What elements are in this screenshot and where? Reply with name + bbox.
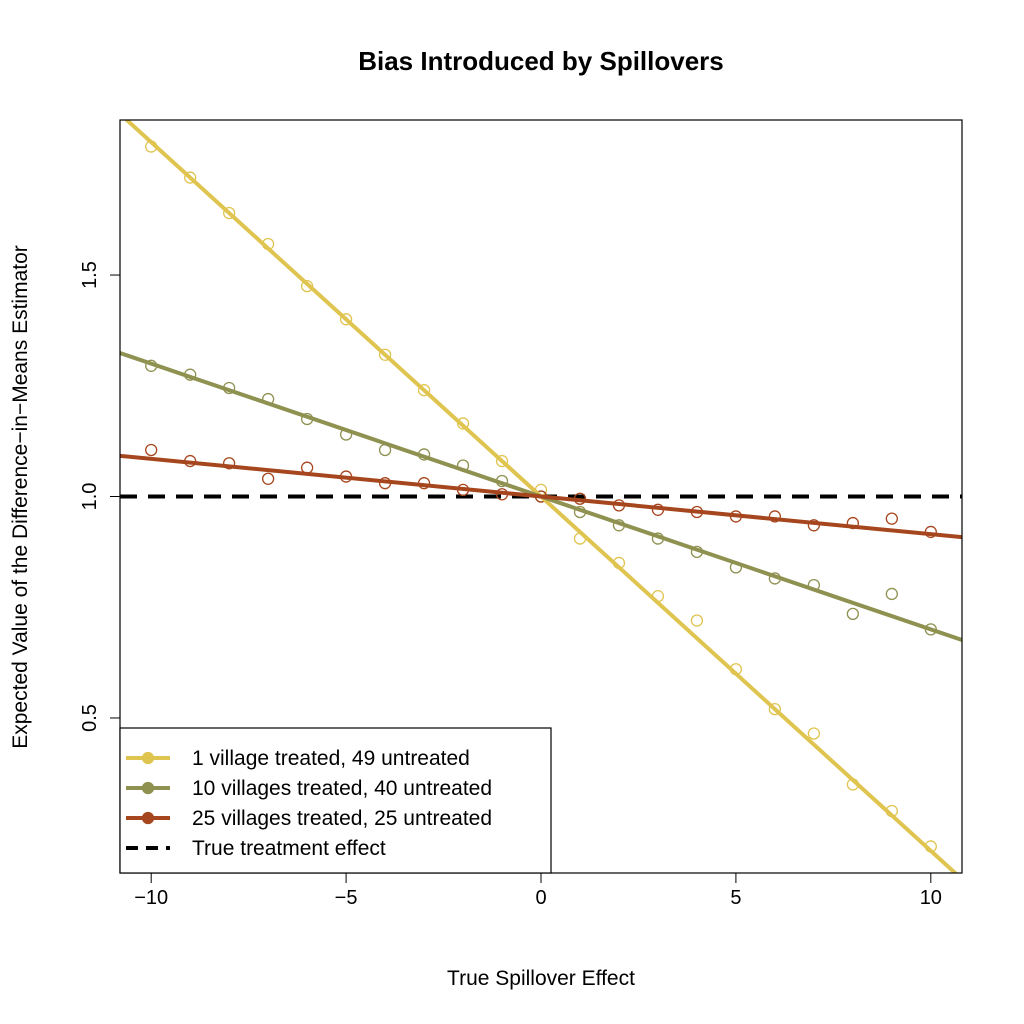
plot-marks [120,120,962,873]
data-point [184,171,197,184]
plot-area: −10 −5 0 5 10 0.5 1.0 1.5 [79,119,963,909]
data-point [768,510,782,523]
data-point [885,587,898,601]
legend-swatch-point [141,751,155,765]
x-tick-label: 10 [920,887,942,909]
data-point [885,512,898,525]
x-tick-label: 0 [535,887,546,909]
legend-swatch-point [141,781,155,795]
legend-box [119,727,552,874]
y-tick-label: 0.5 [79,704,101,732]
legend-label: 10 villages treated, 40 untreated [192,777,492,800]
data-point [417,384,431,397]
data-point [339,313,353,326]
legend-label: 25 villages treated, 25 untreated [192,807,492,830]
y-tick-label: 1.5 [79,261,101,289]
data-point [222,206,236,220]
y-tick-label: 1.0 [79,483,101,511]
data-point [846,607,860,621]
chart-title: Bias Introduced by Spillovers [358,46,724,76]
data-point [495,454,509,468]
data-point [261,472,275,485]
x-tick-label: 5 [730,887,741,909]
x-axis-label: True Spillover Effect [447,967,635,990]
data-point [378,348,392,361]
x-tick-label: −10 [134,887,168,909]
legend: 1 village treated, 49 untreated 10 villag… [119,727,552,874]
data-point [300,279,314,293]
data-point [768,702,782,716]
fit-line [120,453,962,540]
legend-swatch-point [141,811,155,825]
legend-label: True treatment effect [192,837,386,860]
data-point [690,614,704,627]
y-axis-label: Expected Value of the Difference−in−Mean… [9,245,32,749]
data-point [222,457,236,470]
legend-label: 1 village treated, 49 untreated [192,747,470,770]
x-tick-label: −5 [335,887,358,909]
data-point [145,443,158,457]
data-point [456,417,470,430]
data-point [807,727,821,740]
